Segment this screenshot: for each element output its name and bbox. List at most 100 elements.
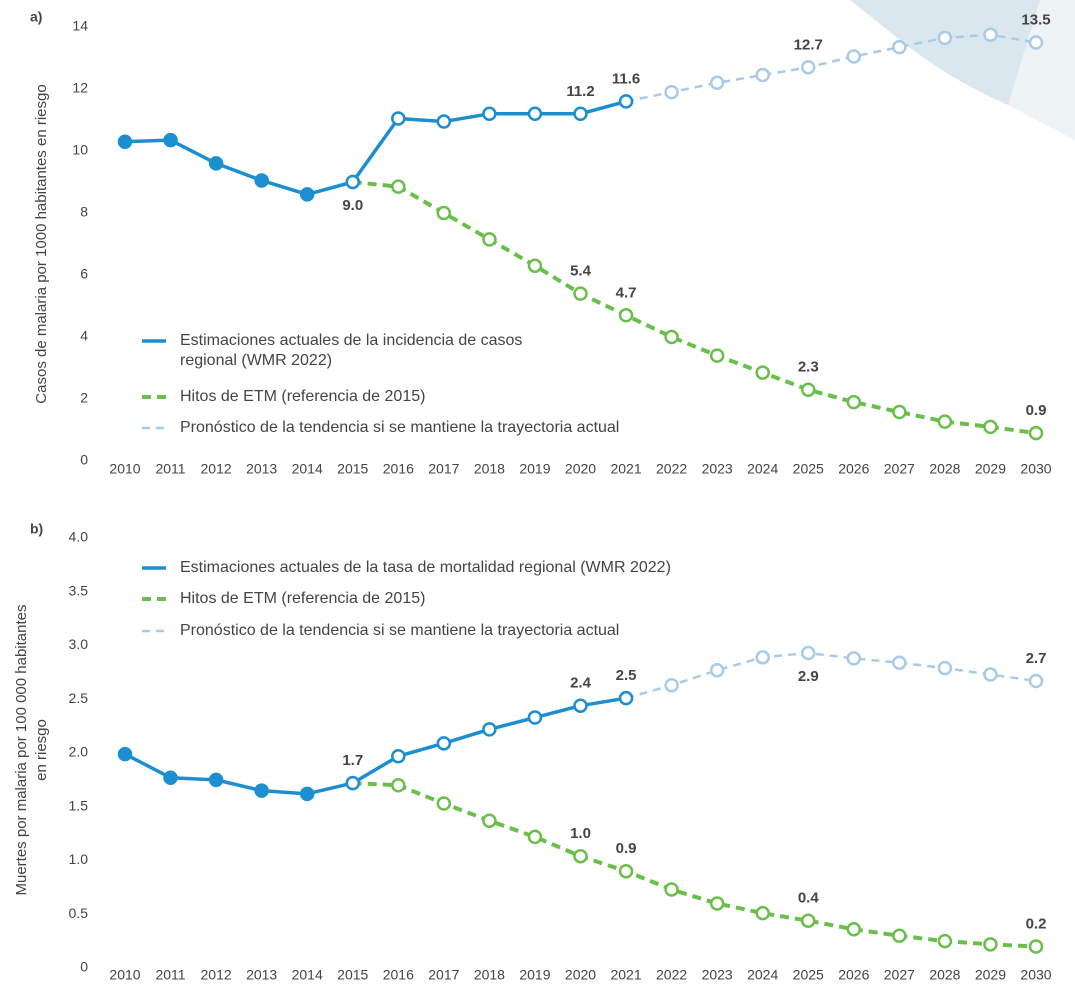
- y-tick-label: 0: [80, 959, 88, 975]
- y-tick-label: 1.5: [69, 797, 89, 813]
- x-tick-label: 2026: [838, 967, 869, 983]
- data-point: [664, 329, 679, 345]
- data-point: [573, 106, 588, 122]
- x-tick-label: 2013: [246, 967, 277, 983]
- data-point: [846, 49, 862, 64]
- legend-entry: Pronóstico de la tendencia si se mantien…: [140, 418, 619, 438]
- data-point: [573, 698, 588, 713]
- data-point: [892, 928, 907, 943]
- data-label: 2.4: [570, 675, 592, 692]
- data-point: [709, 348, 725, 363]
- data-point: [527, 106, 543, 122]
- data-point: [709, 662, 725, 678]
- legend-label: Pronóstico de la tendencia si se mantien…: [180, 419, 620, 436]
- data-point: [391, 111, 406, 126]
- x-tick-label: 2027: [884, 461, 915, 477]
- legend-label: Estimaciones actuales de la tasa de mort…: [180, 559, 671, 576]
- x-tick-label: 2015: [337, 967, 368, 983]
- data-point: [937, 414, 953, 429]
- data-point: [436, 205, 452, 221]
- data-label: 4.7: [616, 284, 637, 301]
- x-tick-label: 2017: [428, 461, 459, 477]
- y-tick-label: 3.0: [69, 636, 89, 652]
- x-tick-label: 2012: [201, 461, 232, 477]
- data-point: [573, 286, 588, 301]
- x-tick-label: 2020: [565, 967, 596, 983]
- data-point: [709, 75, 725, 91]
- decoration: [1008, 0, 1075, 140]
- data-point: [618, 94, 634, 109]
- data-point: [436, 114, 452, 129]
- y-tick-label: 2: [80, 390, 88, 406]
- data-point: [801, 913, 816, 928]
- data-label: 2.7: [1026, 650, 1047, 667]
- data-point: [299, 786, 315, 802]
- x-tick-label: 2023: [702, 967, 733, 983]
- x-tick-label: 2029: [975, 967, 1006, 983]
- data-point: [618, 308, 634, 323]
- legend-swatch: [142, 566, 166, 570]
- y-axis-label: Muertes por malaria por 100 000 habitant…: [13, 604, 30, 895]
- data-point: [1028, 673, 1044, 689]
- data-point: [436, 736, 452, 751]
- legend-swatch: [142, 629, 166, 633]
- data-point: [983, 667, 998, 682]
- data-label: 1.7: [342, 752, 363, 769]
- data-label: 11.6: [612, 70, 640, 87]
- x-tick-label: 2030: [1020, 461, 1051, 477]
- data-point: [618, 864, 634, 879]
- series-line: [352, 781, 1037, 949]
- data-label: 0.4: [798, 890, 820, 907]
- x-tick-label: 2010: [109, 967, 140, 983]
- data-point: [846, 651, 862, 666]
- panel-label: b): [30, 521, 43, 537]
- y-tick-label: 0: [80, 452, 88, 468]
- y-axis-label: Casos de malaria por 1000 habitantes en …: [33, 84, 50, 403]
- panel-label: a): [30, 9, 42, 25]
- data-point: [527, 829, 543, 845]
- x-tick-label: 2027: [884, 967, 915, 983]
- data-point: [527, 710, 543, 725]
- x-tick-label: 2015: [337, 461, 368, 477]
- x-tick-label: 2018: [474, 461, 505, 477]
- y-tick-label: 2.0: [69, 744, 89, 760]
- x-tick-label: 2021: [610, 461, 641, 477]
- data-label: 2.5: [616, 667, 637, 684]
- x-tick-label: 2018: [474, 967, 505, 983]
- series-line: [625, 651, 1037, 700]
- y-tick-label: 4: [80, 328, 88, 344]
- data-point: [983, 419, 998, 435]
- y-tick-label: 14: [72, 18, 88, 34]
- x-tick-label: 2010: [109, 461, 140, 477]
- y-tick-label: 1.0: [69, 851, 89, 867]
- data-point: [391, 179, 406, 194]
- x-tick-label: 2022: [656, 967, 687, 983]
- data-point: [892, 39, 907, 55]
- x-tick-label: 2022: [656, 461, 687, 477]
- x-tick-label: 2014: [292, 967, 323, 983]
- data-point: [1028, 35, 1044, 50]
- x-tick-label: 2012: [201, 967, 232, 983]
- data-point: [846, 394, 862, 410]
- data-point: [937, 30, 953, 46]
- data-label: 12.7: [794, 36, 823, 53]
- data-label: 0.9: [616, 840, 637, 857]
- series-line: [124, 99, 627, 197]
- data-point: [163, 132, 178, 148]
- data-point: [208, 156, 224, 171]
- legend-entry: Pronóstico de la tendencia si se mantien…: [140, 621, 619, 641]
- data-label: 2.9: [798, 668, 819, 685]
- data-label: 0.2: [1026, 915, 1047, 932]
- data-point: [117, 134, 133, 149]
- x-tick-label: 2019: [519, 461, 550, 477]
- series-line: [124, 696, 627, 796]
- series-line: [352, 180, 1037, 436]
- x-tick-label: 2026: [838, 461, 869, 477]
- legend-swatch: [142, 426, 166, 430]
- data-point: [117, 746, 133, 762]
- data-point: [1028, 425, 1044, 441]
- legend-swatch: [142, 597, 166, 601]
- data-point: [983, 937, 998, 952]
- data-point: [527, 258, 543, 273]
